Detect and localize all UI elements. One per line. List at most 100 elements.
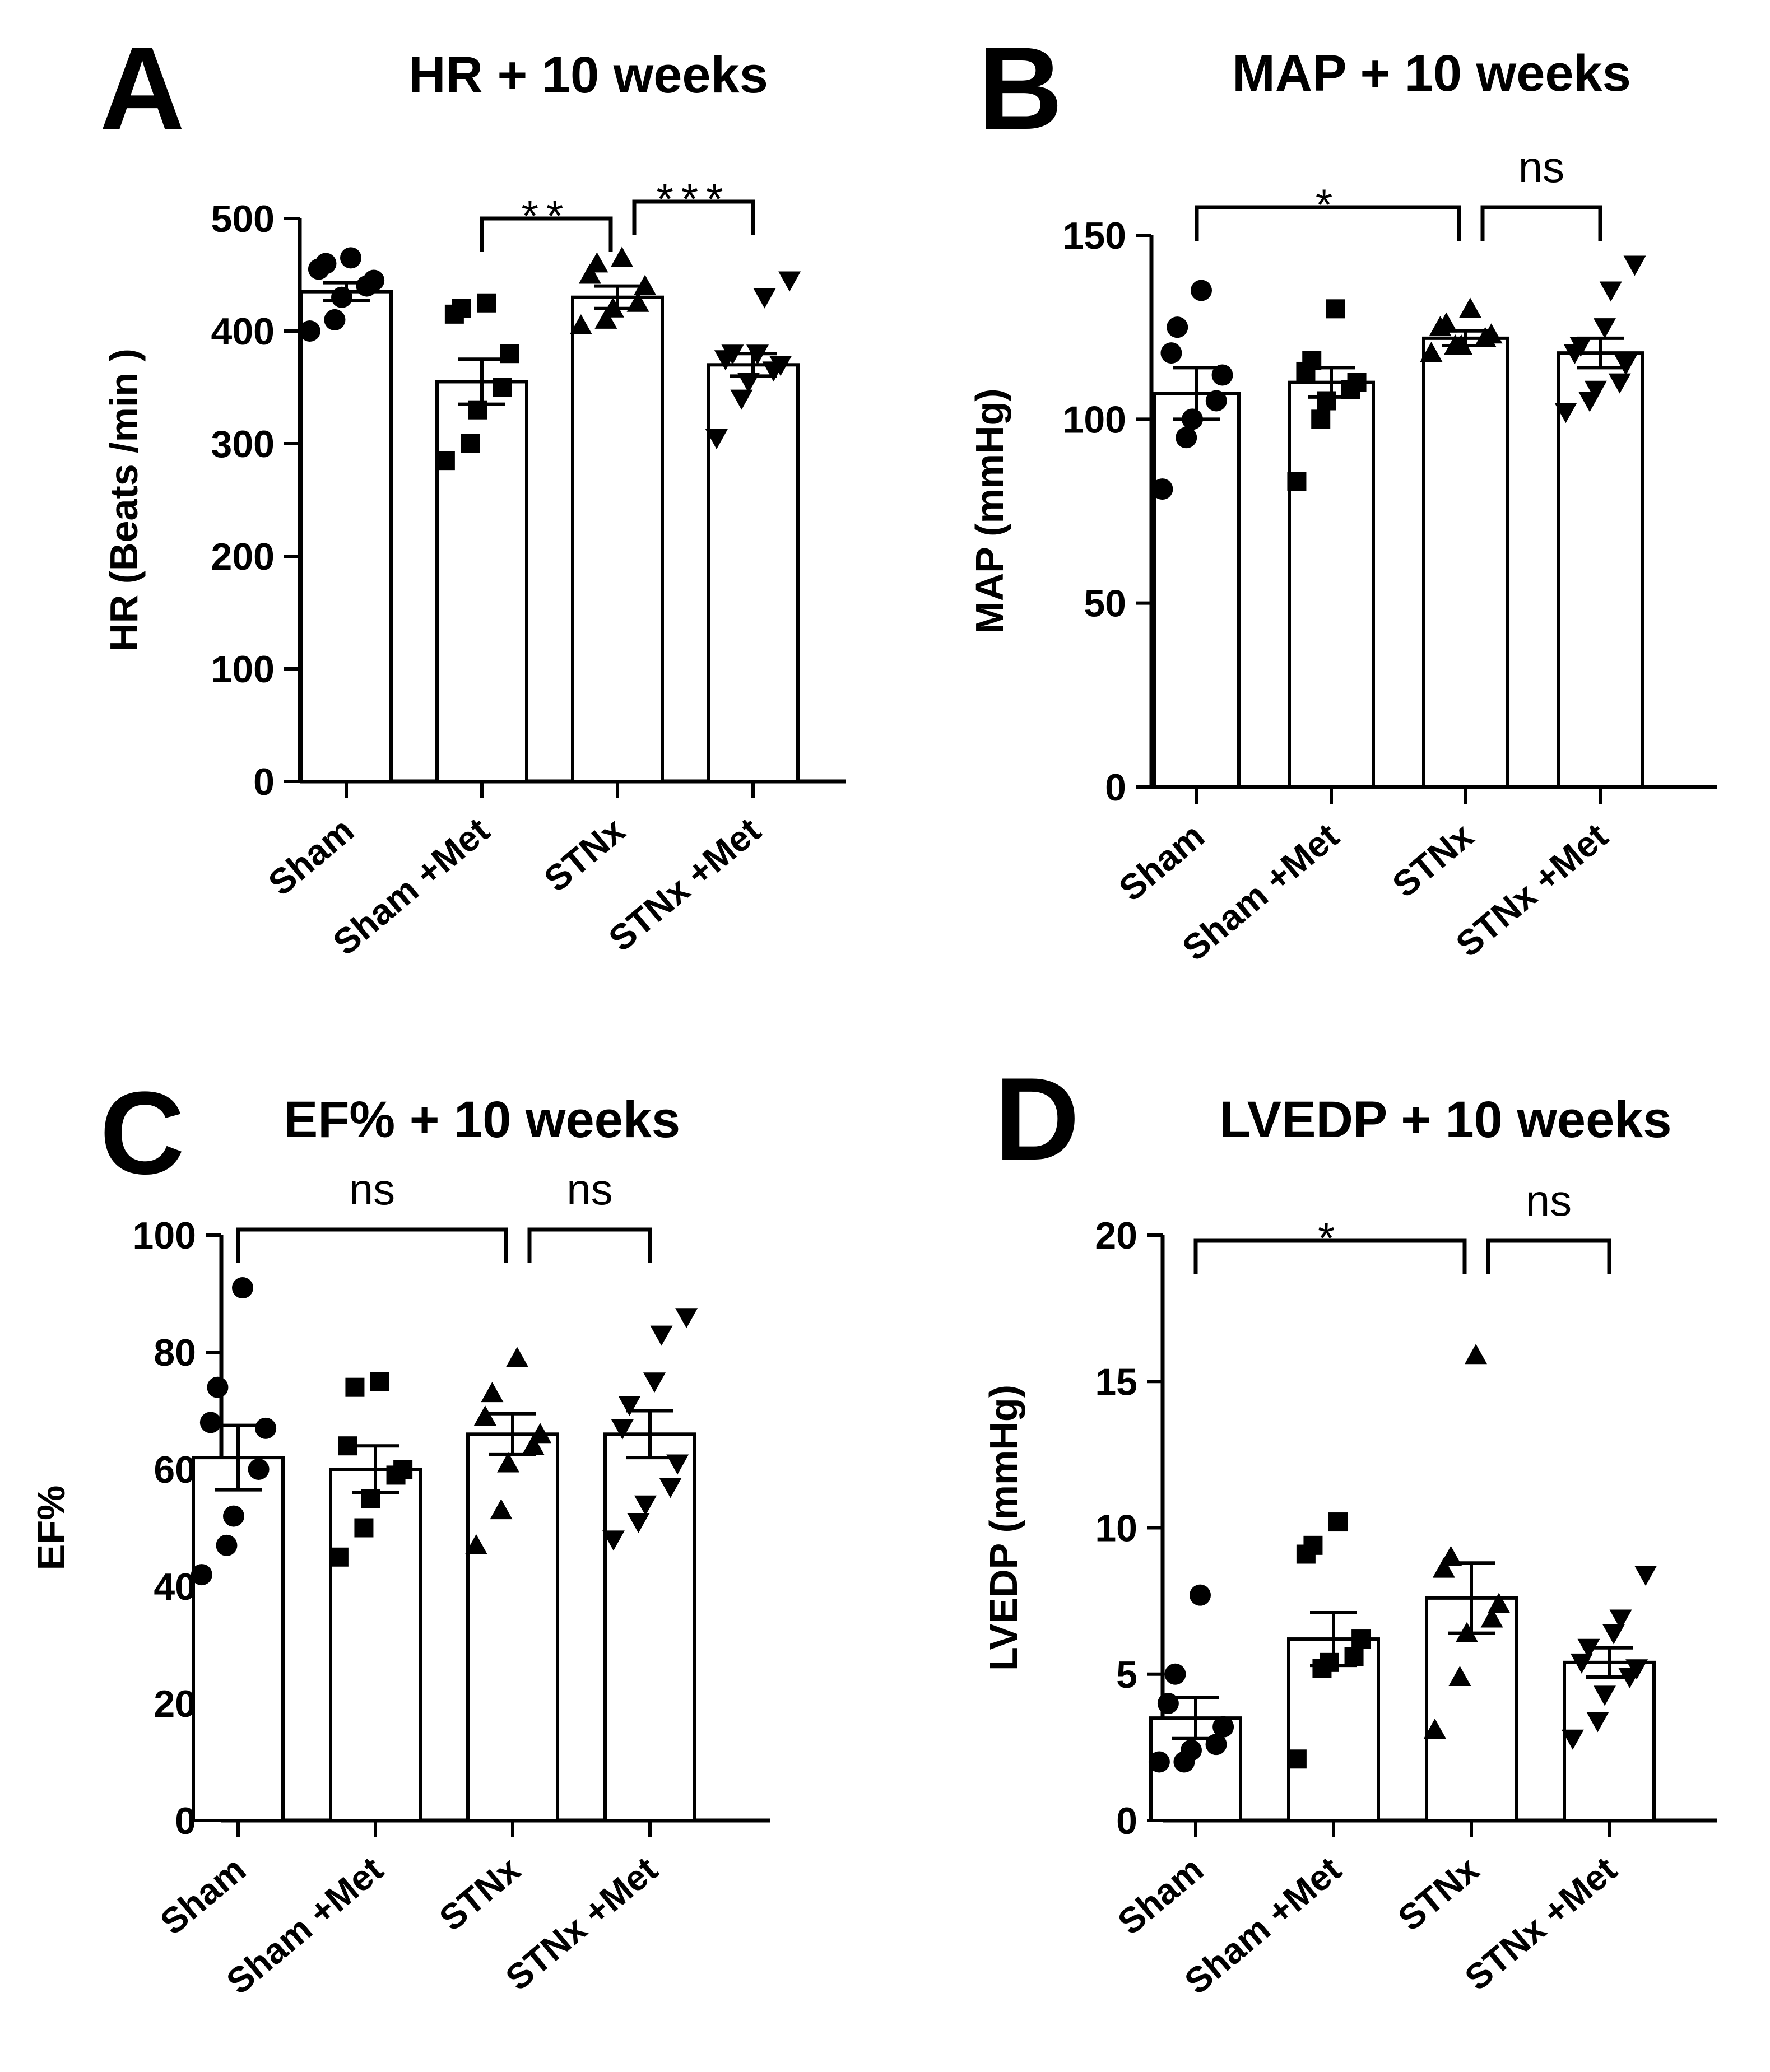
- significance-bracket: [632, 199, 755, 235]
- y-tick-label: 5: [1116, 1654, 1137, 1696]
- data-point: [248, 1459, 270, 1480]
- y-tick-label: 100: [1063, 398, 1126, 441]
- data-point: [1317, 391, 1336, 411]
- data-point: [1205, 390, 1227, 412]
- chart-title: EF% + 10 weeks: [284, 1091, 680, 1148]
- bar-sham-met: [1288, 380, 1375, 789]
- data-point: [199, 1412, 221, 1433]
- y-tick-label: 500: [211, 198, 275, 240]
- data-point: [586, 252, 608, 273]
- data-point: [1465, 1344, 1487, 1365]
- panel-letter: D: [995, 1053, 1080, 1185]
- data-point: [1634, 1566, 1657, 1586]
- data-point: [1561, 1729, 1584, 1750]
- panel-letter: C: [100, 1067, 185, 1199]
- data-point: [1608, 373, 1631, 394]
- y-tick-label: 200: [211, 536, 275, 578]
- bar-stnx: [1422, 336, 1509, 789]
- y-tick-label: 0: [253, 761, 275, 803]
- data-point: [370, 1372, 389, 1391]
- data-point: [634, 274, 657, 295]
- data-point: [611, 246, 633, 267]
- data-point: [643, 1372, 666, 1393]
- bar-stnx: [571, 295, 664, 783]
- data-point: [338, 1436, 357, 1456]
- chart-title: MAP + 10 weeks: [1232, 45, 1631, 102]
- data-point: [1488, 1593, 1511, 1613]
- data-point: [1585, 380, 1607, 401]
- data-point: [506, 1347, 528, 1367]
- data-point: [191, 1564, 212, 1586]
- data-point: [1326, 299, 1345, 319]
- data-point: [529, 1423, 552, 1444]
- data-point: [737, 373, 760, 393]
- data-point: [659, 1478, 682, 1498]
- data-point: [500, 344, 519, 364]
- data-point: [1609, 1609, 1632, 1630]
- y-axis-title: MAP (mmHg): [968, 388, 1011, 634]
- data-point: [1344, 1647, 1364, 1666]
- x-category-label: STNx +Met: [1457, 1849, 1624, 1999]
- data-point: [452, 299, 471, 318]
- data-point: [1176, 427, 1197, 449]
- y-tick-label: 40: [154, 1566, 196, 1608]
- data-point: [1432, 1557, 1455, 1578]
- data-point: [435, 451, 455, 471]
- data-point: [1594, 1685, 1616, 1706]
- data-point: [324, 309, 346, 330]
- data-point: [1287, 472, 1307, 491]
- data-point: [329, 1547, 349, 1567]
- significance-bracket: [1193, 1238, 1467, 1274]
- data-point: [493, 378, 512, 397]
- data-point: [634, 1495, 657, 1516]
- x-category-label: STNx: [1390, 1848, 1486, 1939]
- x-category-label: Sham: [1110, 1849, 1211, 1943]
- data-point: [393, 1460, 413, 1479]
- data-point: [594, 308, 617, 329]
- data-point: [473, 1405, 496, 1426]
- data-point: [1570, 1653, 1593, 1674]
- data-point: [255, 1417, 277, 1439]
- bar-stnx-met: [1557, 351, 1644, 789]
- y-tick-label: 50: [1084, 583, 1126, 625]
- data-point: [345, 1377, 365, 1397]
- y-tick-label: 100: [211, 648, 275, 691]
- data-point: [481, 1382, 504, 1403]
- data-point: [650, 1325, 673, 1346]
- chart-panel-d: D LVEDP + 10 weeks 0 5 10 15 20 LVEDP (mmHg) Sha…: [982, 1053, 1717, 2002]
- data-point: [1625, 1659, 1648, 1680]
- data-point: [1623, 255, 1646, 276]
- bar-stnx-met: [603, 1432, 696, 1823]
- data-point: [1577, 1638, 1600, 1659]
- data-point: [1157, 1693, 1179, 1714]
- x-category-label: STNx +Met: [498, 1849, 665, 1999]
- data-point: [1347, 373, 1367, 392]
- data-point: [1459, 297, 1481, 318]
- data-point: [1190, 1584, 1211, 1606]
- bar-sham-met: [329, 1468, 422, 1822]
- y-tick-label: 400: [211, 310, 275, 353]
- significance-bracket: [236, 1227, 508, 1263]
- significance-label: ns: [349, 1165, 395, 1214]
- data-point: [618, 1396, 641, 1417]
- significance-label: *: [1316, 180, 1340, 229]
- data-point: [1320, 1652, 1339, 1672]
- data-point: [461, 434, 480, 453]
- data-point: [705, 429, 728, 449]
- data-point: [1311, 409, 1331, 429]
- data-point: [315, 253, 337, 274]
- data-point: [1456, 1622, 1478, 1642]
- data-point: [464, 1534, 487, 1554]
- data-point: [331, 286, 352, 308]
- data-point: [602, 1530, 625, 1551]
- significance-label: *: [1318, 1213, 1342, 1263]
- data-point: [497, 1452, 519, 1473]
- data-point: [363, 269, 385, 291]
- y-tick-label: 60: [154, 1449, 196, 1491]
- data-point: [1205, 1734, 1227, 1756]
- data-point: [223, 1505, 244, 1527]
- significance-bracket: [1480, 205, 1602, 241]
